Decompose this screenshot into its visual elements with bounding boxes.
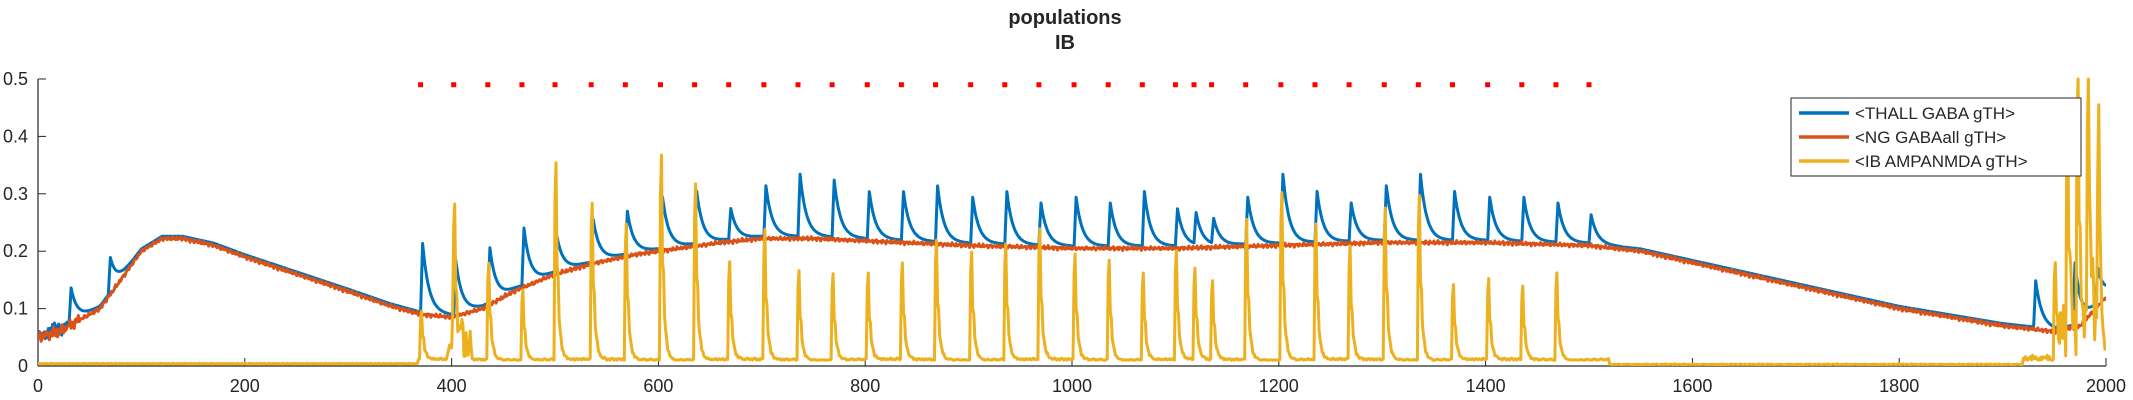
stimulus-marker	[692, 82, 698, 88]
y-tick-label: 0.5	[3, 69, 28, 89]
chart-title-line-ib: IB	[1055, 32, 1075, 54]
x-tick-label: 1200	[1259, 376, 1299, 396]
x-tick-label: 1800	[1879, 376, 1919, 396]
series-line-thall-gaba	[38, 172, 2106, 341]
stimulus-marker	[1519, 82, 1525, 88]
stimulus-marker	[1139, 82, 1145, 88]
stimulus-marker	[622, 82, 628, 88]
stimulus-marker	[726, 82, 732, 88]
stimulus-marker	[1071, 82, 1077, 88]
stimulus-marker	[1586, 82, 1592, 88]
x-tick-label: 600	[643, 376, 673, 396]
x-tick-label: 0	[33, 376, 43, 396]
stimulus-marker	[519, 82, 525, 88]
y-tick-label: 0.1	[3, 299, 28, 319]
legend: <THALL GABA gTH> <NG GABAall gTH> <IB AMPA…	[1790, 97, 2082, 177]
stimulus-marker	[761, 82, 767, 88]
stimulus-marker	[1243, 82, 1249, 88]
stimulus-marker	[1209, 82, 1215, 88]
stimulus-marker	[1553, 82, 1559, 88]
stimulus-marker	[1172, 82, 1178, 88]
legend-entry: <IB AMPANMDA gTH>	[1855, 152, 2028, 171]
legend-entry: <THALL GABA gTH>	[1855, 104, 2015, 123]
stimulus-marker	[968, 82, 974, 88]
x-tick-label: 400	[437, 376, 467, 396]
x-tick-label: 800	[850, 376, 880, 396]
stimulus-marker	[1312, 82, 1318, 88]
stimulus-marker	[1415, 82, 1421, 88]
stimulus-marker	[418, 82, 424, 88]
y-tick-label: 0.2	[3, 241, 28, 261]
chart-title: populations IB	[1008, 7, 1121, 54]
stimulus-marker	[1346, 82, 1352, 88]
stimulus-markers	[418, 82, 1592, 88]
stimulus-marker	[1036, 82, 1042, 88]
axes: 0 200 400 600 800 1000 1200 1400 1600 1800 2000 0 0.…	[3, 69, 2126, 396]
stimulus-marker	[864, 82, 870, 88]
series-line-ib-ampanmda	[38, 77, 2106, 366]
stimulus-marker	[451, 82, 457, 88]
stimulus-marker	[657, 82, 663, 88]
stimulus-marker	[933, 82, 939, 88]
stimulus-marker	[795, 82, 801, 88]
stimulus-marker	[1278, 82, 1284, 88]
stimulus-marker	[1485, 82, 1491, 88]
x-tick-label: 200	[230, 376, 260, 396]
stimulus-marker	[1381, 82, 1387, 88]
x-tick-label: 1000	[1052, 376, 1092, 396]
stimulus-marker	[898, 82, 904, 88]
stimulus-marker	[1002, 82, 1008, 88]
y-tick-label: 0.3	[3, 184, 28, 204]
stimulus-marker	[552, 82, 558, 88]
chart-title-line-populations: populations	[1008, 7, 1121, 29]
stimulus-marker	[485, 82, 491, 88]
stimulus-marker	[588, 82, 594, 88]
x-tick-label: 2000	[2086, 376, 2126, 396]
y-tick-label: 0	[18, 356, 28, 376]
y-tick-label: 0.4	[3, 126, 28, 146]
stimulus-marker	[1450, 82, 1456, 88]
legend-entry: <NG GABAall gTH>	[1855, 128, 2006, 147]
x-tick-label: 1400	[1466, 376, 1506, 396]
x-tick-label: 1600	[1672, 376, 1712, 396]
series-line-ng-gabaall	[38, 235, 2106, 343]
stimulus-marker	[1105, 82, 1111, 88]
stimulus-marker	[829, 82, 835, 88]
plot-area	[38, 77, 2106, 366]
stimulus-marker	[1191, 82, 1197, 88]
